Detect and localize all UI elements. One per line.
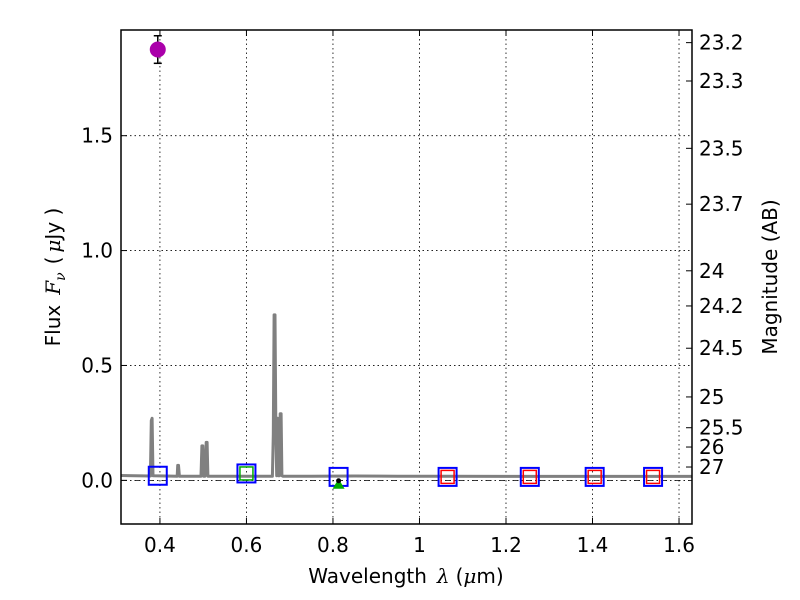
y-axis-label: FluxFν(μJy ) [41, 208, 69, 347]
model-square-green [239, 466, 254, 481]
photometry-square [437, 466, 458, 487]
photometry-square [584, 466, 605, 487]
mag-tick-label: 24 [699, 259, 724, 283]
plot-frame [120, 29, 693, 525]
x-tick-label: 0.8 [317, 533, 349, 557]
y-tick-label: 0.5 [81, 353, 113, 377]
model-square-red [522, 469, 538, 485]
x-tick-label: 0.4 [144, 533, 176, 557]
upper-limit-marker [332, 478, 345, 489]
x-axis-label: Wavelength λ (μm) [308, 564, 503, 588]
x-tick-label: 1 [413, 533, 426, 557]
y-tick-label: 0.0 [81, 468, 113, 492]
mag-tick-label: 25.5 [699, 416, 744, 440]
x-tick-label: 1.6 [663, 533, 695, 557]
mag-tick-label: 23.2 [699, 31, 744, 55]
y-tick-label: 1.5 [81, 124, 113, 148]
detection-point [149, 41, 166, 58]
spectrum-line [121, 313, 692, 478]
model-square-red [440, 469, 455, 485]
photometry-square [519, 466, 540, 487]
photometry-square [643, 466, 664, 487]
mag-tick-label: 27 [699, 455, 724, 479]
mag-tick-label: 24.2 [699, 294, 744, 318]
mag-tick-label: 23.3 [699, 69, 744, 93]
y2-axis-label: Magnitude (AB) [758, 199, 782, 354]
y-tick-label: 1.0 [81, 239, 113, 263]
mag-tick-label: 23.5 [699, 136, 744, 160]
model-square-red [587, 469, 602, 485]
x-tick-label: 1.2 [490, 533, 522, 557]
model-square-red [645, 469, 661, 485]
mag-tick-label: 25 [699, 385, 724, 409]
upper-limit-dot [336, 478, 342, 484]
x-tick-label: 0.6 [231, 533, 263, 557]
photometry-square [236, 463, 257, 484]
x-tick-label: 1.4 [577, 533, 609, 557]
mag-tick-label: 24.5 [699, 336, 744, 360]
photometry-square [147, 465, 168, 486]
mag-tick-label: 26 [699, 435, 724, 459]
tick-layer: 0.4 0.6 0.8 1 1.2 1.4 1.6 0.0 0.5 1.0 1.5 23.2 23.3 2… [81, 30, 744, 557]
mag-tick-label: 23.7 [699, 192, 744, 216]
plot-layer [121, 34, 692, 489]
